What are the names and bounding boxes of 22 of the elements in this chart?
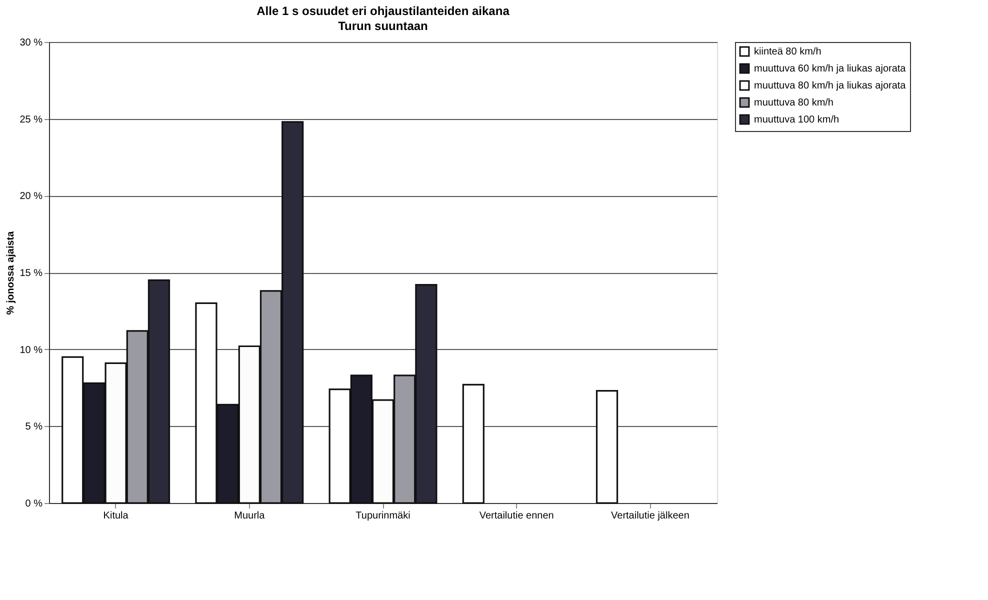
y-tick-label: 5 % bbox=[25, 422, 43, 433]
chart-title: Alle 1 s osuudet eri ohjaustilanteiden aikana bbox=[256, 4, 510, 18]
y-tick-label: 0 % bbox=[25, 498, 43, 510]
y-tick-label: 30 % bbox=[20, 38, 43, 48]
y-tick-label: 10 % bbox=[20, 344, 43, 356]
legend-label: muuttuva 60 km/h ja liukas ajorata bbox=[754, 64, 906, 74]
bar bbox=[462, 384, 484, 504]
legend-label: muuttuva 80 km/h bbox=[754, 98, 834, 108]
legend-label: kiinteä 80 km/h bbox=[754, 46, 822, 58]
y-tick-label: 15 % bbox=[20, 268, 43, 279]
y-axis-title: % jonossa ajaista bbox=[6, 230, 17, 315]
x-tick-label: Vertailutie ennen bbox=[479, 510, 554, 522]
bar bbox=[596, 390, 618, 504]
chart-subtitle: Turun suuntaan bbox=[338, 19, 428, 33]
x-tick-label: Vertailutie jälkeen bbox=[611, 510, 690, 522]
y-tick-label: 25 % bbox=[20, 114, 43, 126]
legend-label: muuttuva 100 km/h bbox=[754, 114, 840, 126]
x-tick-label: Tupurinmäki bbox=[356, 510, 410, 522]
legend-label: muuttuva 80 km/h ja liukas ajorata bbox=[754, 80, 906, 92]
x-tick-label: Kitula bbox=[103, 510, 129, 522]
x-tick-label: Muurla bbox=[234, 510, 266, 522]
y-tick-label: 20 % bbox=[20, 191, 43, 202]
